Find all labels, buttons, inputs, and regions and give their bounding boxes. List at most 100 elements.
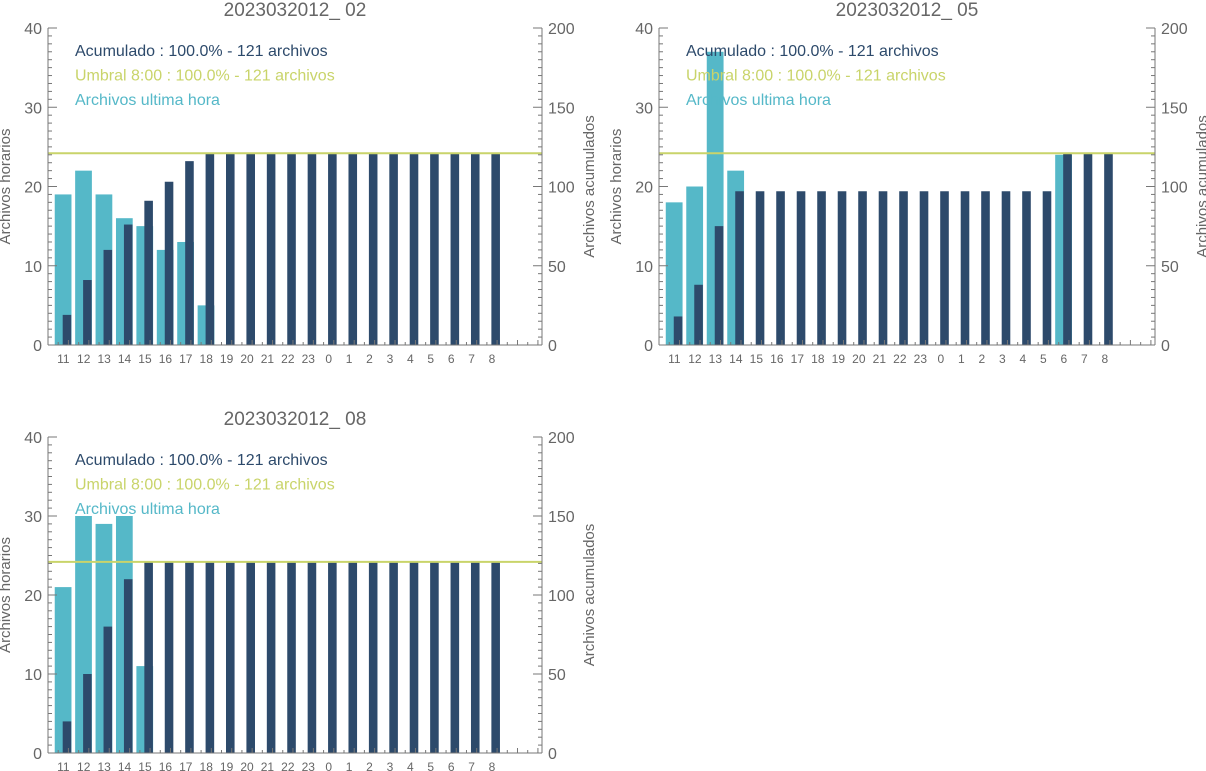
cumulative-bar <box>103 626 113 753</box>
x-tick-label: 21 <box>873 352 887 366</box>
x-tick-label: 8 <box>489 352 496 366</box>
x-tick-label: 0 <box>325 352 332 366</box>
legend-hourly: Archivos ultima hora <box>75 92 220 109</box>
cumulative-bar <box>1063 153 1072 345</box>
cumulative-bar <box>919 191 929 345</box>
chart-title: 2023032012_ 05 <box>836 0 979 21</box>
cumulative-bar <box>389 153 398 345</box>
cumulative-bar <box>62 721 72 753</box>
x-tick-label: 5 <box>427 352 434 366</box>
x-tick-label: 3 <box>387 352 394 366</box>
y-tick-label-left: 10 <box>24 667 42 684</box>
cumulative-bar <box>287 561 296 753</box>
cumulative-bar <box>1042 191 1052 345</box>
y-tick-label-right: 0 <box>1161 338 1170 355</box>
cumulative-bar <box>1083 153 1093 345</box>
cumulative-bar <box>83 280 92 345</box>
cumulative-bar <box>164 181 174 345</box>
y-tick-label-right: 200 <box>1161 21 1188 38</box>
x-tick-label: 12 <box>77 352 91 366</box>
x-tick-label: 6 <box>1060 352 1067 366</box>
cumulative-bar <box>776 191 785 345</box>
x-tick-label: 21 <box>261 760 275 771</box>
x-tick-label: 15 <box>750 352 764 366</box>
cumulative-bar <box>430 153 439 345</box>
x-tick-label: 13 <box>97 352 111 366</box>
x-tick-label: 5 <box>427 760 434 771</box>
x-tick-label: 1 <box>958 352 965 366</box>
cumulative-bar <box>328 153 337 345</box>
y-tick-label-left: 40 <box>24 430 42 447</box>
y-tick-label-left: 0 <box>644 338 653 355</box>
y-tick-label-left: 30 <box>24 100 42 117</box>
cumulative-bar <box>940 191 949 345</box>
y-axis-label-right: Archivos acumulados <box>1194 115 1206 258</box>
cumulative-bar <box>1104 153 1113 345</box>
x-tick-label: 23 <box>302 760 316 771</box>
cumulative-bar <box>491 561 500 753</box>
cumulative-bar <box>878 191 888 345</box>
cumulative-bar <box>83 674 92 753</box>
y-tick-label-left: 10 <box>24 259 42 276</box>
x-tick-label: 23 <box>914 352 928 366</box>
x-tick-label: 2 <box>978 352 985 366</box>
x-tick-label: 22 <box>893 352 907 366</box>
x-tick-label: 5 <box>1040 352 1047 366</box>
chart-title: 2023032012_ 08 <box>224 409 367 430</box>
y-tick-label-right: 150 <box>548 509 575 526</box>
cumulative-bar <box>266 153 276 345</box>
x-tick-label: 19 <box>220 352 234 366</box>
cumulative-bar <box>348 561 358 753</box>
y-tick-label-right: 150 <box>1161 100 1188 117</box>
y-tick-label-left: 10 <box>635 259 653 276</box>
cumulative-bar <box>714 226 724 345</box>
legend-cumulative: Acumulado : 100.0% - 121 archivos <box>686 43 939 60</box>
x-tick-label: 19 <box>832 352 846 366</box>
x-tick-label: 20 <box>240 760 254 771</box>
y-axis-label-left: Archivos horarios <box>0 537 14 653</box>
x-tick-label: 14 <box>729 352 743 366</box>
cumulative-bar <box>123 579 133 753</box>
x-tick-label: 6 <box>448 352 455 366</box>
cumulative-bar <box>899 191 908 345</box>
y-tick-label-left: 40 <box>635 21 653 38</box>
cumulative-bar <box>123 224 133 345</box>
x-tick-label: 15 <box>138 760 152 771</box>
x-tick-label: 12 <box>688 352 702 366</box>
legend-cumulative: Acumulado : 100.0% - 121 archivos <box>75 452 328 469</box>
y-tick-label-left: 0 <box>33 338 42 355</box>
cumulative-bar <box>470 561 480 753</box>
y-axis-label-right: Archivos acumulados <box>581 524 598 667</box>
cumulative-bar <box>307 561 317 753</box>
legend-hourly: Archivos ultima hora <box>75 501 220 518</box>
y-tick-label-right: 50 <box>548 667 566 684</box>
x-tick-label: 17 <box>179 760 193 771</box>
x-tick-label: 22 <box>281 760 295 771</box>
x-tick-label: 16 <box>159 352 173 366</box>
x-tick-label: 0 <box>325 760 332 771</box>
hourly-bar <box>54 587 72 753</box>
x-tick-label: 19 <box>220 760 234 771</box>
x-tick-label: 1 <box>346 760 353 771</box>
cumulative-bar <box>144 561 153 753</box>
x-tick-label: 15 <box>138 352 152 366</box>
cumulative-bar <box>491 153 500 345</box>
x-tick-label: 3 <box>999 352 1006 366</box>
y-tick-label-right: 100 <box>1161 180 1188 197</box>
x-tick-label: 4 <box>407 352 414 366</box>
y-axis-label-right: Archivos acumulados <box>581 115 598 258</box>
y-tick-label-right: 100 <box>548 588 575 605</box>
x-tick-label: 8 <box>489 760 496 771</box>
y-tick-label-right: 150 <box>548 100 575 117</box>
cumulative-bar <box>1022 191 1031 345</box>
cumulative-bar <box>103 249 113 345</box>
cumulative-bar <box>348 153 358 345</box>
cumulative-bar <box>246 561 255 753</box>
x-tick-label: 2 <box>366 352 373 366</box>
x-tick-label: 14 <box>118 760 132 771</box>
y-tick-label-left: 0 <box>33 746 42 763</box>
cumulative-bar <box>470 153 480 345</box>
cumulative-bar <box>409 561 419 753</box>
